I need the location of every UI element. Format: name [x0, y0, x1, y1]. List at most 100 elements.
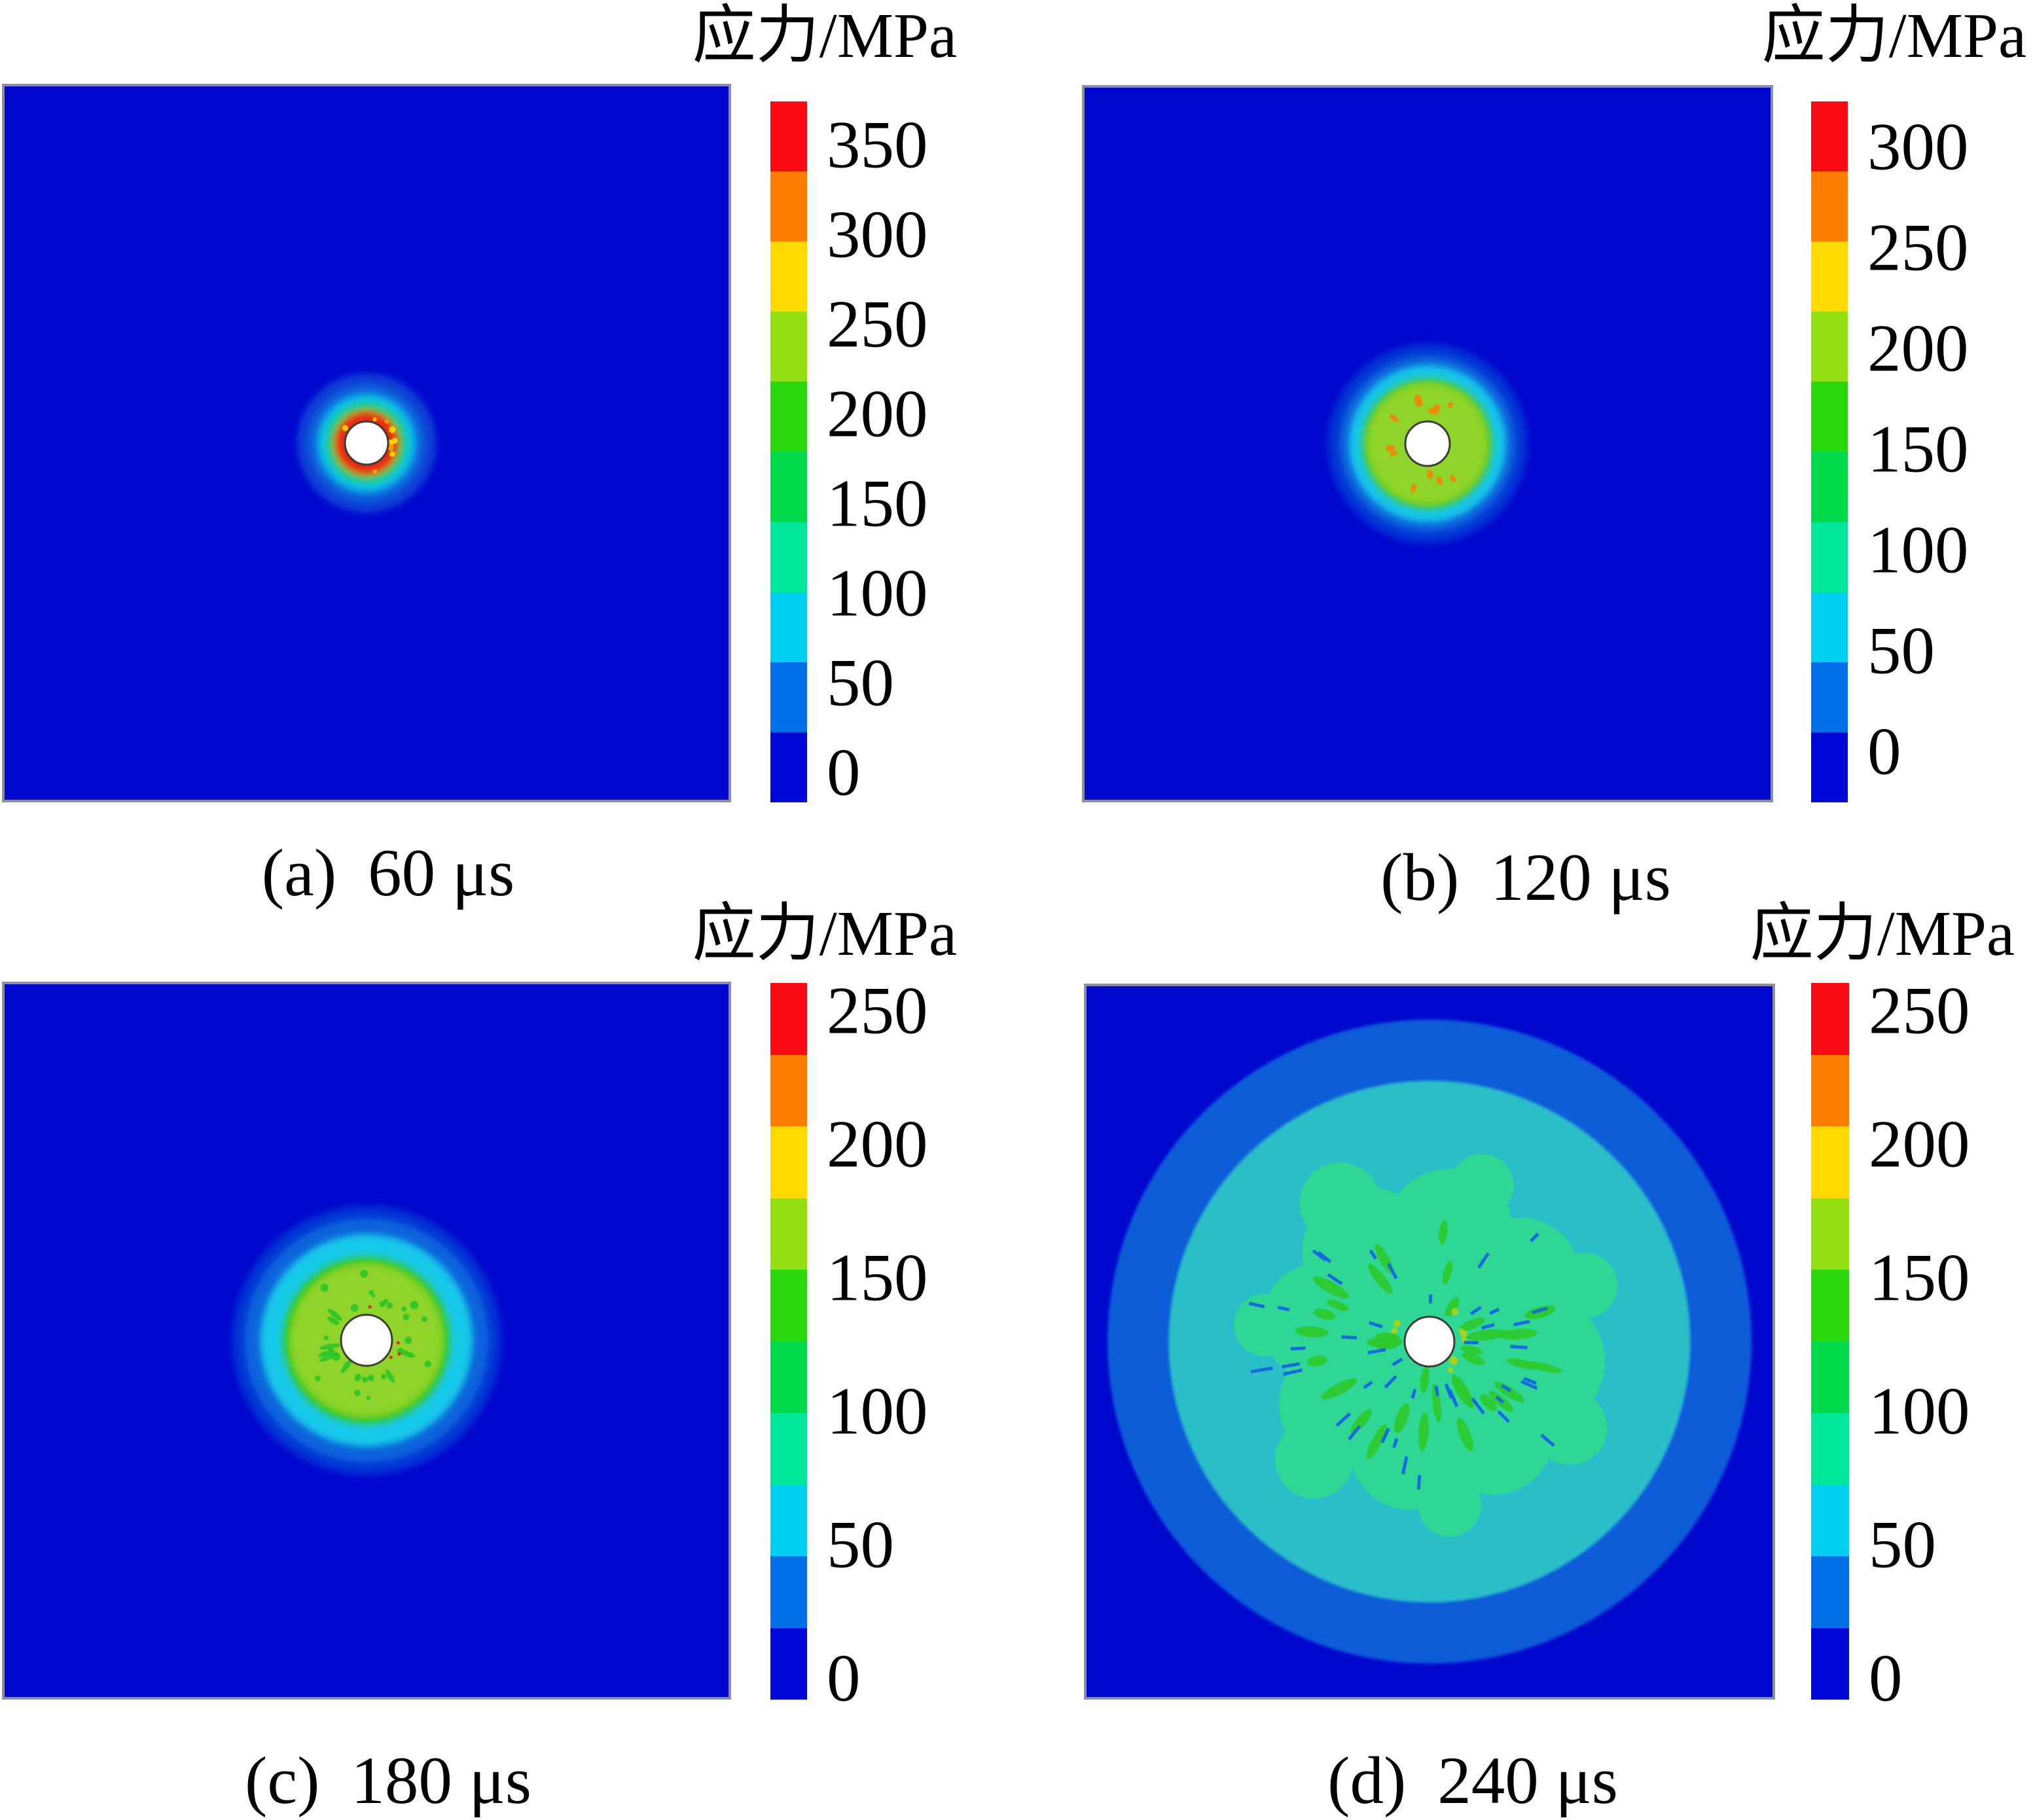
colorbar-b [1811, 101, 1848, 802]
colorbar-tick: 250 [1867, 210, 1969, 285]
colorbar-segment [770, 983, 807, 1055]
colorbar-tick: 350 [827, 107, 928, 183]
colorbar-segment [770, 1054, 807, 1126]
colorbar-tick: 0 [1869, 1641, 1903, 1716]
colorbar-segment [1811, 522, 1848, 592]
colorbar-title-d: 应力/MPa [1750, 899, 2015, 969]
caption-d-time: 240 μs [1437, 1743, 1618, 1818]
colorbar-segment [770, 382, 807, 452]
blue-dashes-d [1248, 1232, 1555, 1490]
stress-plot-b [1082, 85, 1773, 802]
colorbar-tick: 250 [827, 973, 928, 1048]
colorbar-tick: 0 [827, 735, 861, 810]
colorbar-c [770, 983, 807, 1700]
colorbar-segment [1811, 1054, 1849, 1126]
colorbar-tick: 200 [1869, 1107, 1970, 1182]
colorbar-segment [1811, 1413, 1849, 1485]
colorbar-segment [770, 1341, 807, 1413]
stress-plot-d [1084, 984, 1775, 1700]
colorbar-segment [770, 452, 807, 522]
colorbar-tick: 0 [827, 1641, 861, 1716]
colorbar-tick: 200 [1867, 311, 1969, 386]
colorbar-segment [770, 1556, 807, 1628]
colorbar-segment [1811, 662, 1848, 732]
stress-field-d [1087, 986, 1772, 1697]
colorbar-segment [1811, 101, 1848, 172]
borehole-c [340, 1313, 393, 1367]
colorbar-title-b: 应力/MPa [1761, 1, 2026, 71]
colorbar-segment [1811, 1198, 1849, 1270]
stress-plot-a [2, 84, 731, 802]
colorbar-tick: 50 [1867, 613, 1935, 688]
colorbar-d [1811, 983, 1849, 1700]
colorbar-tick: 150 [1867, 412, 1969, 487]
colorbar-title-a: 应力/MPa [692, 1, 957, 71]
stress-field-c [5, 984, 729, 1697]
colorbar-segment [770, 1198, 807, 1270]
colorbar-segment [770, 1270, 807, 1342]
colorbar-segment [770, 1413, 807, 1485]
colorbar-segment [770, 171, 807, 242]
colorbar-tick: 150 [827, 1240, 928, 1315]
colorbar-segment [1811, 732, 1848, 802]
borehole-d [1403, 1315, 1456, 1368]
colorbar-tick: 100 [827, 1374, 928, 1449]
caption-d: (d) 240 μs [1090, 1747, 1856, 1815]
colorbar-segment [1811, 983, 1849, 1055]
colorbar-segment [1811, 1270, 1849, 1342]
colorbar-segment [1811, 592, 1848, 662]
colorbar-title-c: 应力/MPa [692, 899, 957, 969]
colorbar-ticks-d: 250 200 150 100 50 0 [1869, 977, 2000, 1712]
stress-field-b [1085, 88, 1771, 800]
stress-plot-c [2, 982, 731, 1700]
colorbar-tick: 200 [827, 1107, 928, 1182]
stress-field-a [5, 86, 729, 800]
colorbar-segment [1811, 1126, 1849, 1198]
colorbar-tick: 50 [1869, 1507, 1936, 1582]
colorbar-a [770, 101, 807, 802]
colorbar-tick: 100 [1869, 1374, 1970, 1449]
colorbar-segment [770, 662, 807, 732]
colorbar-ticks-a: 350 300 250 200 150 100 50 0 [827, 101, 958, 806]
colorbar-segment [1811, 1556, 1849, 1628]
colorbar-segment [770, 241, 807, 312]
caption-c-index: (c) [245, 1743, 320, 1818]
colorbar-segment [770, 312, 807, 382]
colorbar-tick: 50 [827, 1507, 894, 1582]
colorbar-tick: 250 [1869, 973, 1970, 1048]
caption-d-index: (d) [1327, 1743, 1407, 1818]
colorbar-segment [770, 101, 807, 172]
colorbar-segment [1811, 1341, 1849, 1413]
colorbar-tick: 200 [827, 376, 928, 452]
caption-b: (b) 120 μs [1143, 844, 1909, 912]
colorbar-segment [1811, 312, 1848, 382]
colorbar-segment [1811, 382, 1848, 452]
caption-c-time: 180 μs [351, 1743, 531, 1818]
caption-c: (c) 180 μs [2, 1747, 774, 1815]
colorbar-ticks-b: 300 250 200 150 100 50 0 [1867, 101, 1998, 802]
colorbar-segment [770, 1628, 807, 1700]
colorbar-segment [1811, 1484, 1849, 1556]
borehole-b [1404, 420, 1451, 467]
colorbar-tick: 50 [827, 645, 894, 721]
colorbar-segment [1811, 241, 1848, 312]
colorbar-tick: 250 [827, 287, 928, 362]
yellow-speckles-a [342, 417, 398, 474]
colorbar-tick: 300 [827, 197, 928, 272]
green-speckles-c [314, 1270, 431, 1401]
caption-b-time: 120 μs [1490, 840, 1671, 915]
orange-speckles-b [1386, 395, 1456, 493]
caption-a-index: (a) [261, 836, 337, 910]
colorbar-segment [1811, 171, 1848, 242]
caption-a-time: 60 μs [368, 836, 515, 910]
colorbar-tick: 0 [1867, 714, 1901, 789]
colorbar-tick: 150 [1869, 1240, 1970, 1315]
colorbar-tick: 100 [1867, 512, 1969, 588]
colorbar-segment [770, 732, 807, 802]
colorbar-segment [1811, 1628, 1849, 1700]
borehole-a [344, 420, 389, 466]
colorbar-segment [770, 1126, 807, 1198]
colorbar-tick: 300 [1867, 109, 1969, 185]
caption-a: (a) 60 μs [2, 840, 774, 907]
